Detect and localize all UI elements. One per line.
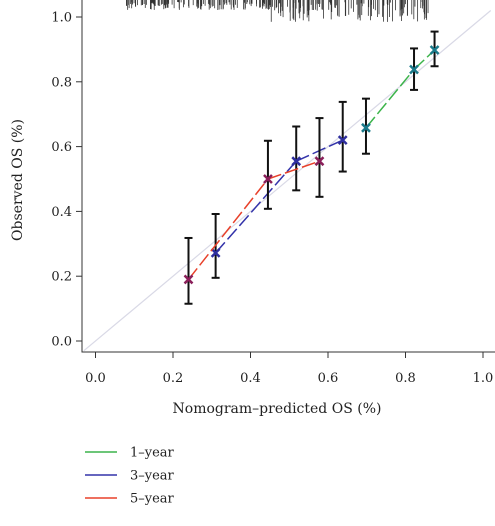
series-group [183,30,440,305]
y-tick-label: 0.8 [51,75,72,90]
y-tick-label: 0.6 [51,140,72,155]
data-point-x [314,156,325,167]
data-point-x [263,174,273,184]
series-3-year [210,100,348,279]
legend: 1–year 3–year 5–year [85,446,175,507]
y-tick-label: 1.0 [51,11,72,26]
legend-label: 3–year [130,469,175,484]
x-tick-label: 0.6 [318,371,339,386]
series-1-year [361,30,440,155]
legend-label: 5–year [130,492,175,507]
legend-label: 1–year [130,446,175,461]
series-line-segment [267,160,320,180]
y-axis-ticks: 0.0 0.2 0.4 0.6 0.8 1.0 [51,11,82,350]
rug-marks [126,0,429,22]
data-point-x [337,135,348,146]
series-line-segment [215,160,297,254]
y-tick-label: 0.0 [51,335,72,350]
x-axis-ticks: 0.0 0.2 0.4 0.6 0.8 1.0 [85,352,493,386]
reference-diagonal-line [83,10,492,352]
axes-frame [81,0,495,353]
x-tick-label: 0.8 [395,371,416,386]
y-tick-label: 0.2 [51,270,72,285]
x-tick-label: 1.0 [473,371,494,386]
data-point-x [291,156,302,167]
series-line-segment [187,178,269,280]
data-point-x [361,122,371,133]
data-point-x [183,274,194,285]
y-tick-label: 0.4 [51,205,72,220]
plot-area [83,0,492,352]
y-axis-title: Observed OS (%) [10,119,26,241]
data-point-x [429,45,440,55]
series-5-year [183,117,325,305]
data-point-x [210,247,221,258]
x-tick-label: 0.4 [240,371,261,386]
x-axis-title: Nomogram–predicted OS (%) [173,401,382,417]
series-line-segment [365,69,415,129]
data-point-x [409,64,419,75]
x-tick-label: 0.2 [163,371,184,386]
x-tick-label: 0.0 [85,371,106,386]
